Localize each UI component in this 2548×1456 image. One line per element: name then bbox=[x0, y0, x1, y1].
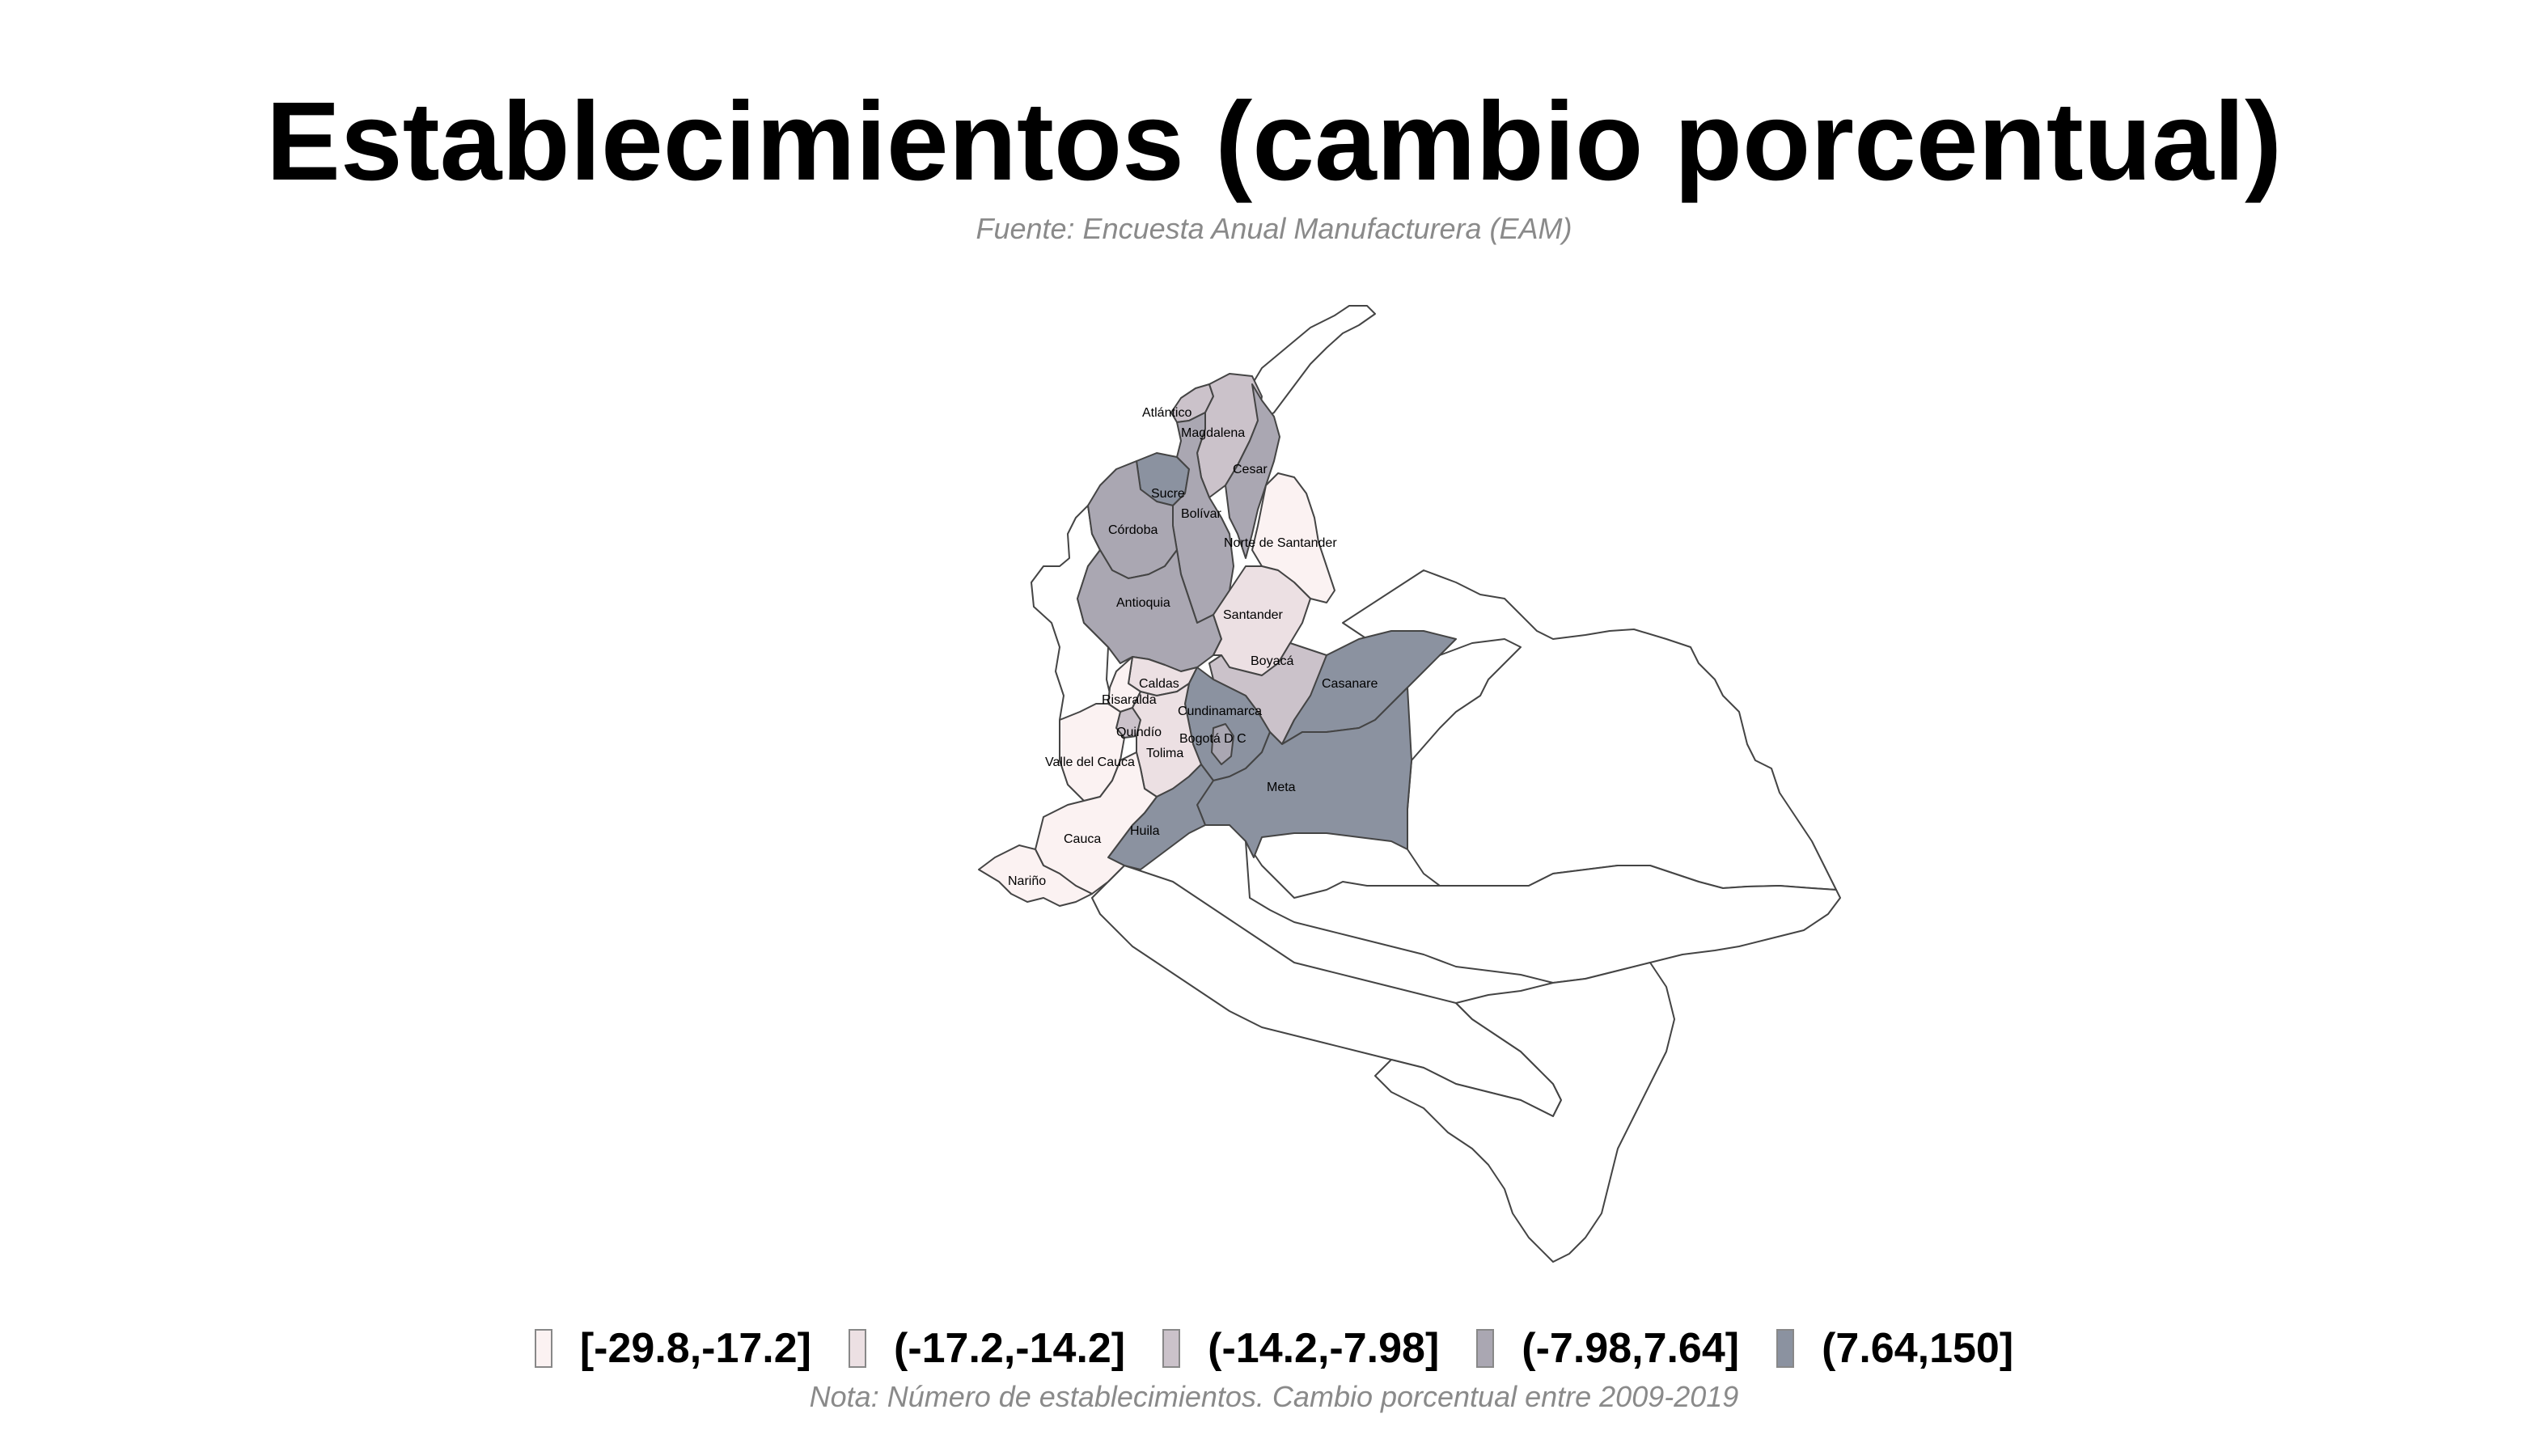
department-label: Córdoba bbox=[1108, 523, 1158, 537]
department-label: Cundinamarca bbox=[1178, 705, 1262, 718]
department-shape bbox=[978, 844, 1093, 907]
legend-label: (-14.2,-7.98] bbox=[1208, 1325, 1440, 1372]
legend-swatch bbox=[534, 1329, 552, 1368]
department-label: Casanare bbox=[1322, 677, 1378, 691]
department-shape bbox=[1251, 472, 1335, 603]
legend-label: [-29.8,-17.2] bbox=[579, 1325, 811, 1372]
department-shape bbox=[1225, 383, 1280, 559]
department-shape bbox=[1211, 723, 1234, 765]
legend-item: [-29.8,-17.2] bbox=[534, 1324, 811, 1373]
department-label: Antioquia bbox=[1116, 596, 1170, 610]
department-label: Meta bbox=[1267, 781, 1296, 794]
department-label: Tolima bbox=[1146, 747, 1183, 760]
department-label: Magdalena bbox=[1181, 426, 1245, 440]
department-label: Sucre bbox=[1151, 487, 1185, 501]
legend-label: (-7.98,7.64] bbox=[1522, 1325, 1740, 1372]
arauca-vichada-region bbox=[1342, 569, 1837, 891]
legend-item: (-14.2,-7.98] bbox=[1162, 1324, 1439, 1373]
department-label: Risaralda bbox=[1102, 693, 1157, 707]
amazonas-region bbox=[1374, 962, 1675, 1263]
note-caption: Nota: Número de establecimientos. Cambio… bbox=[809, 1380, 1739, 1413]
legend-item: (-7.98,7.64] bbox=[1476, 1324, 1739, 1373]
department-shape bbox=[1059, 703, 1125, 802]
department-label: Atlántico bbox=[1142, 406, 1191, 420]
map-legend: [-29.8,-17.2] (-17.2,-14.2] (-14.2,-7.98] (… bbox=[0, 1320, 2548, 1377]
department-label: Cauca bbox=[1064, 832, 1101, 846]
legend-label: (7.64,150] bbox=[1822, 1325, 2014, 1372]
department-label: Nariño bbox=[1008, 874, 1046, 888]
department-label: Boyacá bbox=[1251, 654, 1293, 668]
legend-swatch bbox=[1476, 1329, 1495, 1368]
legend-item: (-17.2,-14.2] bbox=[849, 1324, 1125, 1373]
page-title: Establecimientos (cambio porcentual) bbox=[265, 79, 2283, 204]
department-label: Norte de Santander bbox=[1224, 536, 1337, 550]
department-label: Quindío bbox=[1116, 726, 1162, 739]
legend-label: (-17.2,-14.2] bbox=[894, 1325, 1126, 1372]
department-label: Huila bbox=[1130, 824, 1160, 838]
department-label: Cesar bbox=[1233, 463, 1268, 476]
department-label: Bolívar bbox=[1181, 507, 1221, 521]
department-label: Valle del Cauca bbox=[1045, 756, 1135, 769]
department-label: Santander bbox=[1223, 608, 1284, 622]
legend-swatch bbox=[1162, 1329, 1181, 1368]
guaviare-guainia-vaupes-region bbox=[1245, 840, 1841, 984]
la-guajira-region bbox=[1251, 305, 1376, 421]
source-subtitle: Fuente: Encuesta Anual Manufacturera (EA… bbox=[976, 212, 1572, 245]
department-label: Caldas bbox=[1139, 677, 1179, 691]
legend-item: (7.64,150] bbox=[1776, 1324, 2013, 1373]
legend-swatch bbox=[1776, 1329, 1795, 1368]
legend-swatch bbox=[849, 1329, 866, 1368]
department-label: Bogotá D C bbox=[1179, 732, 1246, 746]
